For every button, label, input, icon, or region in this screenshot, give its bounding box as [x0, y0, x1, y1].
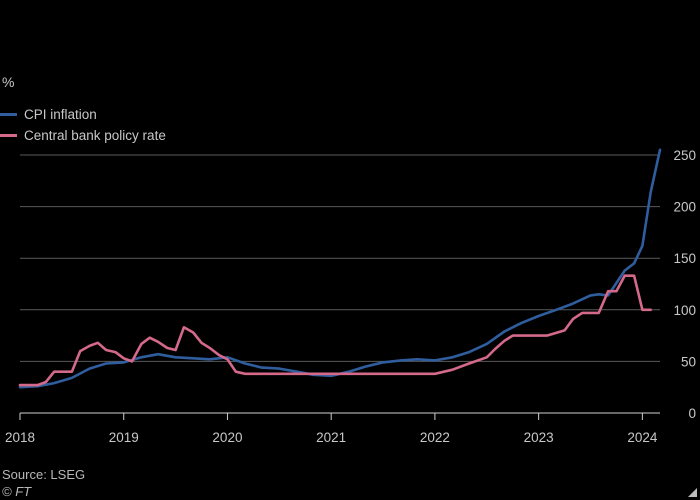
y-tick-label: 50 — [681, 354, 696, 369]
source-note: Source: LSEG — [2, 467, 86, 482]
y-tick-label: 150 — [673, 251, 696, 266]
legend-swatch-cpi — [0, 113, 17, 116]
series-line-0 — [18, 148, 662, 389]
x-tick-label: 2022 — [420, 430, 450, 445]
legend-label-policy-rate: Central bank policy rate — [24, 128, 166, 143]
x-tick-label: 2020 — [212, 430, 242, 445]
legend-label-cpi: CPI inflation — [24, 107, 97, 122]
y-tick-label: 0 — [688, 406, 696, 421]
y-tick-labels: 0 50 100 150 200 250 — [673, 148, 696, 421]
legend-item-cpi: CPI inflation — [0, 104, 166, 125]
series-lines — [18, 148, 662, 389]
legend-item-policy-rate: Central bank policy rate — [0, 125, 166, 146]
x-axis: 2018 2019 2020 2021 2022 2023 2024 — [5, 413, 658, 445]
x-tick-label: 2024 — [627, 430, 658, 445]
y-tick-label: 100 — [673, 303, 696, 318]
x-tick-label: 2019 — [109, 430, 139, 445]
x-tick-label: 2018 — [5, 430, 35, 445]
copyright-note: © FT — [2, 484, 32, 499]
y-tick-label: 250 — [673, 148, 696, 163]
y-axis-unit-label: % — [2, 74, 15, 90]
corner-triangle-icon — [688, 488, 697, 497]
legend: CPI inflation Central bank policy rate — [0, 104, 166, 146]
y-tick-label: 200 — [673, 200, 696, 215]
x-tick-label: 2023 — [524, 430, 554, 445]
series-line-1 — [18, 274, 652, 387]
legend-swatch-policy-rate — [0, 134, 17, 137]
x-tick-label: 2021 — [316, 430, 346, 445]
